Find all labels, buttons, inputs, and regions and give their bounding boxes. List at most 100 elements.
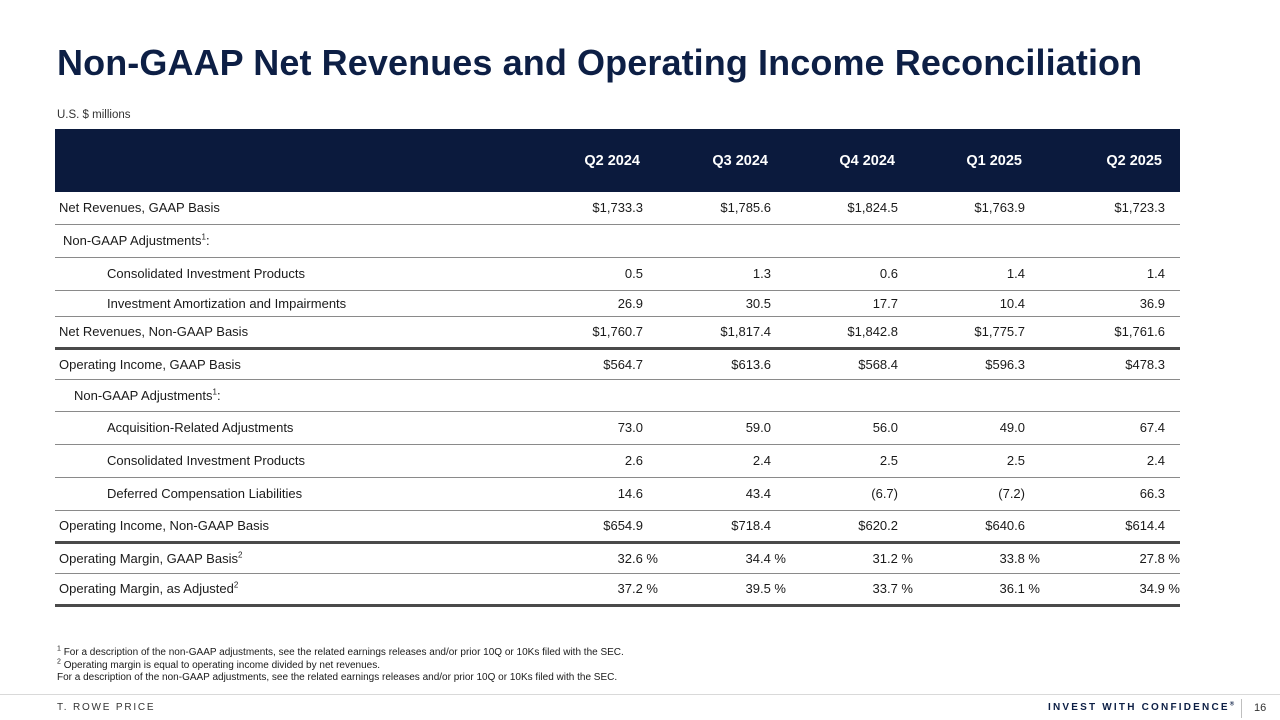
cell-value: 2.4 [1040,444,1180,478]
cell-value: $1,817.4 [658,316,786,350]
cell-value: 43.4 [658,477,786,511]
row-label-text: Operating Margin, GAAP Basis [59,550,238,566]
cell-value: 36.9 [1040,290,1180,317]
cell-value: 34.9 % [1040,573,1180,607]
header-blank [55,129,551,192]
cell-value: 27.8 % [1040,542,1180,574]
cell-value: 30.5 [658,290,786,317]
footnote-mark: 2 [57,658,61,666]
footnotes: 1 For a description of the non-GAAP adju… [57,645,624,685]
cell-value: 26.9 [551,290,658,317]
table-row: Consolidated Investment Products 2.6 2.4… [55,444,1180,478]
footnote: 1 For a description of the non-GAAP adju… [57,645,624,660]
row-label: Operating Margin, GAAP Basis2 [55,542,551,574]
row-label-text: Operating Margin, as Adjusted [59,581,234,596]
cell-value: 49.0 [913,411,1040,445]
footer-divider [0,694,1280,695]
cell-value: 37.2 % [551,573,658,607]
cell-value: $568.4 [786,348,913,380]
cell-value: 31.2 % [786,542,913,574]
cell-value: 39.5 % [658,573,786,607]
cell-value: $718.4 [658,510,786,544]
row-label: Operating Income, Non-GAAP Basis [55,510,551,544]
row-label: Consolidated Investment Products [55,257,551,291]
table-row: Acquisition-Related Adjustments 73.0 59.… [55,411,1180,445]
cell-value: $614.4 [1040,510,1180,544]
cell-value: 33.8 % [913,542,1040,574]
footnote-mark: 1 [57,645,61,653]
footnote-ref: 1 [201,232,206,242]
footnote-text: For a description of the non-GAAP adjust… [57,672,618,683]
cell-value: $1,723.3 [1040,192,1180,225]
cell-value: $1,763.9 [913,192,1040,225]
table-row: Operating Margin, GAAP Basis2 32.6 % 34.… [55,542,1180,574]
table-row: Deferred Compensation Liabilities 14.6 4… [55,477,1180,511]
cell-value: 32.6 % [551,542,658,574]
cell-value: 56.0 [786,411,913,445]
column-header: Q4 2024 [786,129,913,192]
column-header: Q2 2025 [1040,129,1180,192]
row-label-suffix: : [205,233,210,248]
tagline: INVEST WITH CONFIDENCE® [1048,702,1234,713]
cell-value: 1.3 [658,257,786,291]
cell-value: $1,842.8 [786,316,913,350]
cell-value: 10.4 [913,290,1040,317]
cell-value: 67.4 [1040,411,1180,445]
cell-value: 36.1 % [913,573,1040,607]
cell-value: 2.5 [786,444,913,478]
column-header: Q2 2024 [551,129,658,192]
units-label: U.S. $ millions [57,109,131,121]
table-row: Operating Income, GAAP Basis $564.7 $613… [55,348,1180,380]
table-row: Operating Margin, as Adjusted2 37.2 % 39… [55,573,1180,607]
row-label: Non-GAAP Adjustments1: [55,224,551,258]
footnote-ref: 1 [212,387,217,397]
table-header-row: Q2 2024 Q3 2024 Q4 2024 Q1 2025 Q2 2025 [55,129,1180,192]
column-header: Q3 2024 [658,129,786,192]
table-row: Operating Income, Non-GAAP Basis $654.9 … [55,510,1180,544]
table-row: Consolidated Investment Products 0.5 1.3… [55,257,1180,291]
row-label-suffix: : [216,387,221,403]
cell-value: 1.4 [913,257,1040,291]
column-header: Q1 2025 [913,129,1040,192]
row-label-text: Non-GAAP Adjustments [74,387,213,403]
cell-value: 73.0 [551,411,658,445]
cell-value: $620.2 [786,510,913,544]
cell-value: $640.6 [913,510,1040,544]
page-title: Non-GAAP Net Revenues and Operating Inco… [57,42,1143,83]
row-label: Investment Amortization and Impairments [55,290,551,317]
brand-logo-text: T. ROWE PRICE [57,702,156,713]
table-row: Non-GAAP Adjustments1: [55,224,1180,258]
cell-value: 0.6 [786,257,913,291]
row-label: Non-GAAP Adjustments1: [55,379,551,412]
cell-value: $1,760.7 [551,316,658,350]
cell-value: 1.4 [1040,257,1180,291]
footnote: For a description of the non-GAAP adjust… [57,672,624,685]
cell-value: 34.4 % [658,542,786,574]
footer-separator [1241,699,1242,718]
table-row: Net Revenues, Non-GAAP Basis $1,760.7 $1… [55,316,1180,350]
cell-value: (6.7) [786,477,913,511]
cell-value: 66.3 [1040,477,1180,511]
cell-value: $1,733.3 [551,192,658,225]
cell-value: $1,785.6 [658,192,786,225]
cell-value: 2.5 [913,444,1040,478]
footnote: 2 Operating margin is equal to operating… [57,658,624,673]
row-label: Deferred Compensation Liabilities [55,477,551,511]
cell-value: $564.7 [551,348,658,380]
reconciliation-table: Q2 2024 Q3 2024 Q4 2024 Q1 2025 Q2 2025 … [55,129,1180,607]
cell-value: $478.3 [1040,348,1180,380]
cell-value: 17.7 [786,290,913,317]
row-label: Net Revenues, GAAP Basis [55,192,551,225]
cell-value: 33.7 % [786,573,913,607]
cell-value: $596.3 [913,348,1040,380]
row-label: Acquisition-Related Adjustments [55,411,551,445]
footnote-ref: 2 [233,580,239,590]
cell-value: $1,775.7 [913,316,1040,350]
cell-value: $1,824.5 [786,192,913,225]
cell-value: $613.6 [658,348,786,380]
cell-value: 2.4 [658,444,786,478]
row-label: Operating Income, GAAP Basis [55,348,551,380]
table-row: Net Revenues, GAAP Basis $1,733.3 $1,785… [55,192,1180,225]
cell-value: 2.6 [551,444,658,478]
footnote-ref: 2 [237,550,243,560]
